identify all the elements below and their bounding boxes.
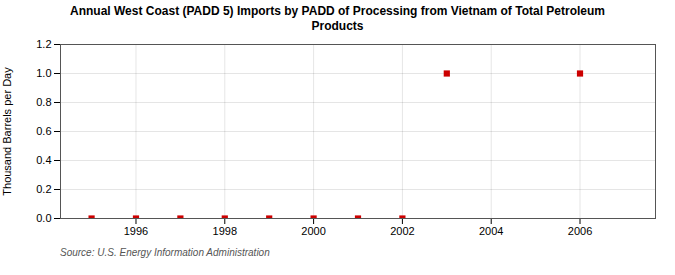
svg-text:0.0: 0.0 bbox=[36, 212, 51, 224]
html-text:Annual West Coast (PADD 5) Imp: Annual West Coast (PADD 5) Imports by PA… bbox=[70, 4, 605, 33]
svg-text:1998: 1998 bbox=[213, 225, 237, 237]
svg-text:2000: 2000 bbox=[301, 225, 325, 237]
svg-text:2002: 2002 bbox=[390, 225, 414, 237]
svg-text:2004: 2004 bbox=[479, 225, 503, 237]
svg-text:1996: 1996 bbox=[124, 225, 148, 237]
svg-text:0.6: 0.6 bbox=[36, 125, 51, 137]
svg-text:1.0: 1.0 bbox=[36, 67, 51, 79]
html-text:Source: U.S. Energy Informatio: Source: U.S. Energy Information Administ… bbox=[60, 247, 270, 258]
svg-text:0.8: 0.8 bbox=[36, 96, 51, 108]
svg-text:0.4: 0.4 bbox=[36, 154, 51, 166]
svg-text:2006: 2006 bbox=[568, 225, 592, 237]
svg-text:1.2: 1.2 bbox=[36, 38, 51, 50]
svg-text:0.2: 0.2 bbox=[36, 183, 51, 195]
svg-text:Thousand Barrels per Day: Thousand Barrels per Day bbox=[1, 67, 13, 196]
